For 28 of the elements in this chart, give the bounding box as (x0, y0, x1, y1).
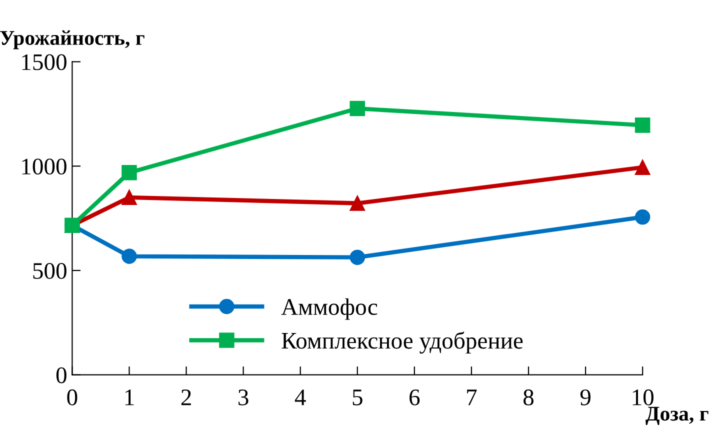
point (122, 248, 137, 264)
point (634, 118, 650, 133)
point (634, 160, 650, 175)
x-tick-label: 9 (580, 389, 590, 406)
point (122, 164, 137, 180)
x-tick-label: 7 (467, 390, 477, 406)
y-tick-label: 500 (33, 262, 66, 279)
x-tick-label: 1 (125, 390, 134, 406)
x-tick-label: 2 (181, 389, 191, 406)
point (350, 250, 366, 265)
y-axis-title: Урожайность, г (0, 30, 144, 50)
point (350, 196, 366, 211)
y-tick-label: 1500 (22, 54, 66, 70)
y-tick-label: 1000 (22, 158, 66, 175)
x-tick-label: 6 (410, 389, 420, 406)
legend-label: Комплексное удобрение (282, 332, 523, 354)
legend-label: Аммофос (281, 298, 378, 320)
y-tick-label: 0 (56, 367, 66, 384)
point (350, 100, 366, 116)
x-tick-label: 5 (352, 390, 362, 406)
x-axis-title: Доза, г (646, 406, 708, 425)
x-tick-label: 0 (67, 389, 78, 406)
x-tick-label: 8 (524, 389, 534, 406)
point (634, 209, 650, 225)
point (122, 190, 137, 206)
x-tick-label: 4 (294, 390, 306, 406)
x-tick-label: 10 (632, 389, 654, 406)
x-tick-label: 3 (238, 389, 248, 406)
